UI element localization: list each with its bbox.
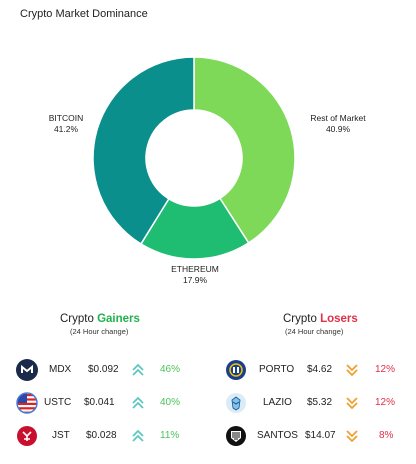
chart-title: Crypto Market Dominance <box>20 8 148 20</box>
losers-title-accent: Losers <box>320 313 358 325</box>
loser-symbol: SANTOS <box>257 430 298 441</box>
label-rest-name: Rest of Market <box>310 113 366 123</box>
loser-price: $4.62 <box>307 364 333 375</box>
us-flag-logo-icon <box>16 392 38 414</box>
double-chevron-down-icon <box>346 364 358 377</box>
gainer-price: $0.092 <box>88 364 119 375</box>
gainers-title-accent: Gainers <box>97 313 140 325</box>
gainer-price: $0.041 <box>84 397 115 408</box>
gainer-symbol: JST <box>52 430 70 441</box>
porto-logo-icon <box>225 359 247 381</box>
gainer-row[interactable]: USTC $0.041 40% <box>16 391 206 415</box>
loser-row[interactable]: LAZIO $5.32 12% <box>225 391 405 415</box>
slice-rest-of-market <box>193 56 296 244</box>
double-chevron-down-icon <box>346 397 358 410</box>
jst-logo-icon <box>16 425 38 447</box>
loser-row[interactable]: SANTOS $14.07 8% <box>225 424 405 448</box>
label-bitcoin-name: BITCOIN <box>48 113 84 123</box>
gainers-title: Crypto Gainers <box>60 313 140 325</box>
loser-price: $14.07 <box>305 430 336 441</box>
gainer-symbol: MDX <box>49 364 72 375</box>
gainer-change: 46% <box>160 364 181 375</box>
gainer-row[interactable]: MDX $0.092 46% <box>16 358 206 382</box>
label-bitcoin-value: 41.2% <box>53 124 79 134</box>
double-chevron-up-icon <box>132 396 144 409</box>
gainers-subtitle: (24 Hour change) <box>70 327 129 336</box>
gainer-change: 11% <box>160 430 180 441</box>
loser-symbol: LAZIO <box>263 397 292 408</box>
slice-bitcoin <box>92 56 195 245</box>
double-chevron-up-icon <box>132 429 144 442</box>
losers-subtitle: (24 Hour change) <box>285 327 344 336</box>
double-chevron-down-icon <box>346 430 358 443</box>
mdx-logo-icon <box>16 359 38 381</box>
label-bitcoin: BITCOIN 41.2% <box>38 113 94 135</box>
loser-change: 12% <box>375 364 396 375</box>
loser-row[interactable]: PORTO $4.62 12% <box>225 358 405 382</box>
label-rest-value: 40.9% <box>325 124 351 134</box>
losers-title: Crypto Losers <box>283 313 358 325</box>
double-chevron-up-icon <box>132 363 144 376</box>
gainer-symbol: USTC <box>44 397 72 408</box>
loser-price: $5.32 <box>307 397 333 408</box>
loser-change: 12% <box>375 397 396 408</box>
label-ethereum-name: ETHEREUM <box>171 264 219 274</box>
gainer-price: $0.028 <box>86 430 117 441</box>
lazio-logo-icon <box>225 392 247 414</box>
gainer-row[interactable]: JST $0.028 11% <box>16 424 206 448</box>
label-ethereum: ETHEREUM 17.9% <box>162 264 228 286</box>
santos-logo-icon <box>225 425 247 447</box>
loser-symbol: PORTO <box>259 364 295 375</box>
label-ethereum-value: 17.9% <box>182 275 208 285</box>
gainers-title-prefix: Crypto <box>60 313 98 325</box>
loser-change: 8% <box>379 430 394 441</box>
losers-title-prefix: Crypto <box>283 313 321 325</box>
gainer-change: 40% <box>160 397 181 408</box>
dominance-donut-chart <box>92 56 296 260</box>
label-rest-of-market: Rest of Market 40.9% <box>300 113 376 135</box>
